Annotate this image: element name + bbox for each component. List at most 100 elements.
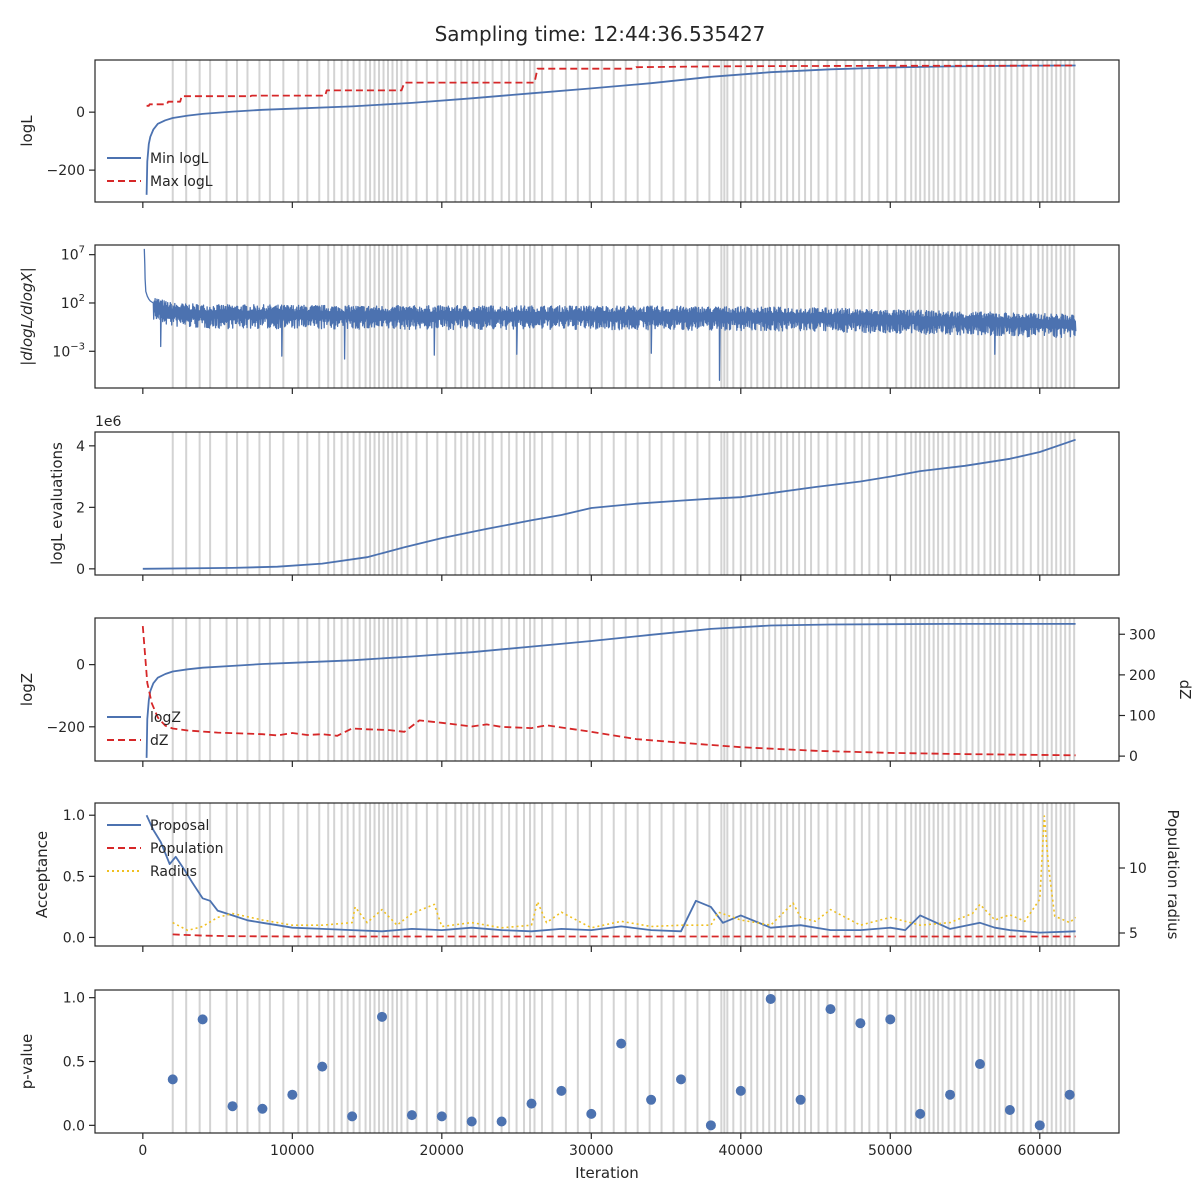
x-tick-label: 40000 [719, 1143, 764, 1159]
data-point [257, 1103, 268, 1114]
x-axis-label: Iteration [575, 1164, 639, 1182]
y-tick-label: 0.5 [63, 869, 85, 885]
data-point [377, 1011, 388, 1022]
y-tick-label: 0.5 [63, 1055, 85, 1071]
series-population [172, 933, 1076, 938]
y-tick-label-right: 200 [1129, 668, 1156, 684]
y-tick-label: 0 [76, 562, 85, 578]
y-axis-label: logZ [18, 673, 36, 706]
figure-title: Sampling time: 12:44:36.535427 [435, 22, 766, 46]
series-min-logl [145, 64, 1076, 195]
data-point [825, 1004, 836, 1015]
data-point [317, 1061, 328, 1072]
data-point [795, 1094, 806, 1105]
data-point [556, 1085, 567, 1096]
y-tick-label-right: 10 [1129, 861, 1147, 877]
legend: Proposal Population Radius [107, 818, 224, 880]
offset-text: 1e6 [95, 414, 122, 430]
data-point [1064, 1089, 1075, 1100]
data-point [436, 1111, 447, 1122]
legend: logZ dZ [107, 710, 181, 749]
y-tick-label-right: 300 [1129, 627, 1156, 643]
plot-area [145, 803, 1077, 946]
tick-exponent: 2 [79, 293, 85, 304]
data-point [974, 1059, 985, 1070]
legend-label: logZ [150, 710, 181, 726]
data-point [616, 1038, 627, 1049]
y-tick-label: 102 [61, 293, 85, 312]
y-tick-label-right: 5 [1129, 926, 1138, 942]
y-axis-label: Acceptance [33, 831, 51, 918]
data-point [885, 1014, 896, 1025]
x-tick-label: 50000 [868, 1143, 913, 1159]
data-point [735, 1085, 746, 1096]
tick-exponent: −3 [70, 341, 85, 352]
data-point [1004, 1105, 1015, 1116]
plot-area [145, 60, 1076, 202]
series-dlogl-0 [143, 248, 1077, 381]
tick-base: 10 [61, 296, 79, 312]
y-tick-label: 1.0 [63, 991, 85, 1007]
legend-label: Min logL [150, 151, 209, 167]
y-axis-label: |dlogL/dlogX| [18, 267, 36, 366]
legend-label: Radius [150, 864, 197, 880]
series-proposal [145, 814, 1076, 934]
data-point [586, 1108, 597, 1119]
panel-evals: 0 2 4 logL evaluations 1e6 [48, 414, 1120, 581]
tick-exponent: 7 [79, 245, 85, 256]
data-point [406, 1110, 417, 1121]
y-tick-label: −200 [47, 163, 85, 179]
data-point [945, 1089, 956, 1100]
y-tick-label: −200 [47, 720, 85, 736]
data-point [227, 1101, 238, 1112]
data-point [705, 1120, 716, 1131]
axes-frame [94, 617, 1120, 762]
x-tick-label: 60000 [1017, 1143, 1062, 1159]
panel-logz: 0 −200 0 100 200 300 logZ dZ logZ dZ [18, 617, 1194, 767]
plot-area [141, 618, 1076, 761]
data-point [167, 1074, 178, 1085]
series-radius [172, 815, 1077, 932]
axes-frame [94, 59, 1120, 203]
y-tick-label: 1.0 [63, 808, 85, 824]
panel-logl: 0 −200 logL Min logL Max logL [18, 59, 1120, 208]
data-point [855, 1018, 866, 1029]
y-axis-label-right: dZ [1176, 680, 1194, 700]
series-logz [145, 623, 1076, 758]
data-point [496, 1116, 507, 1127]
y-tick-label: 107 [61, 245, 85, 264]
data-point [197, 1014, 208, 1025]
axes-frame [94, 431, 1120, 576]
plot-area [142, 432, 1076, 575]
x-tick-label: 20000 [420, 1143, 465, 1159]
y-tick-label: 2 [76, 500, 85, 516]
y-tick-label: 0 [76, 105, 85, 121]
y-tick-label: 10−3 [52, 341, 85, 360]
x-tick-label: 30000 [569, 1143, 614, 1159]
data-point [646, 1094, 657, 1105]
series-max-logl [146, 64, 1076, 107]
y-tick-label: 0.0 [63, 1118, 85, 1134]
tick-base: 10 [52, 344, 70, 360]
data-point [287, 1089, 298, 1100]
plot-area [167, 990, 1076, 1133]
y-tick-label: 0.0 [63, 930, 85, 946]
legend-label: Max logL [150, 174, 213, 190]
y-axis-label: p-value [18, 1034, 36, 1090]
y-tick-label: 0 [76, 658, 85, 674]
x-tick-label: 10000 [270, 1143, 315, 1159]
y-axis-label: logL evaluations [48, 442, 66, 565]
legend-label: dZ [150, 733, 168, 749]
y-tick-label-right: 100 [1129, 709, 1156, 725]
legend-label: Proposal [150, 818, 209, 834]
panel-accept: 0.0 0.5 1.0 5 10 Acceptance Population radius P… [33, 802, 1182, 952]
panel-pvalue: 0.0 0.5 1.0 p-value 0 10000 20000 30000 40000 500… [18, 989, 1120, 1182]
data-point [915, 1108, 926, 1119]
data-point [675, 1074, 686, 1085]
plot-area [143, 245, 1077, 388]
y-tick-label: 4 [76, 439, 85, 455]
tick-base: 10 [61, 248, 79, 264]
data-point [466, 1116, 477, 1127]
